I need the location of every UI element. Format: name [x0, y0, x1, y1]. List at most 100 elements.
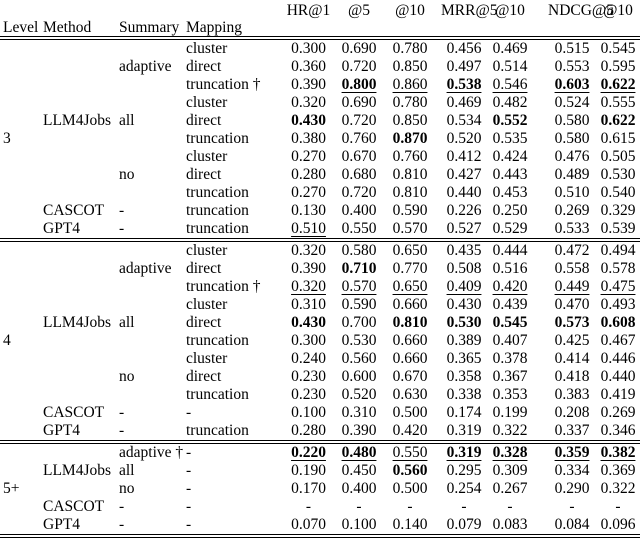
cell-level	[0, 94, 40, 112]
cell-hr-at-10: 0.670	[392, 368, 428, 385]
cell-method: LLM4Jobs	[43, 462, 112, 479]
cell-mrr-at-5: 0.430	[446, 296, 482, 313]
cell-method	[40, 368, 116, 386]
cell-mapping: cluster	[186, 148, 228, 165]
cell-hr-at-5: 0.400	[341, 202, 377, 219]
cell-summary: -	[119, 516, 125, 533]
cell-ndcg-at-10: 0.505	[600, 148, 636, 165]
cell-ndcg-at-5: 0.414	[554, 350, 590, 367]
cell-hr-at-10: 0.630	[392, 386, 428, 403]
header-level: Level	[3, 19, 39, 36]
header-spacer	[116, 2, 183, 19]
header-ndcg-at-10: @10	[603, 2, 633, 19]
cell-hr-at-1: 0.100	[291, 404, 326, 421]
cell-hr-at-5: 0.680	[341, 166, 377, 183]
cell-hr-at-5: 0.550	[341, 220, 377, 237]
cell-hr-at-10: 0.590	[392, 202, 428, 219]
table-row: cluster 0.320 0.690 0.780 0.469 0.482 0.524 0.5…	[0, 94, 640, 112]
header-spacer	[332, 19, 386, 38]
cell-mapping: cluster	[186, 242, 228, 259]
cell-hr-at-10: 0.650	[392, 242, 428, 259]
cell-hr-at-5: 0.480	[341, 444, 377, 461]
cell-ndcg-at-5: 0.290	[554, 480, 590, 497]
table-row: truncation † 0.320 0.570 0.650 0.409 0.420 0.4…	[0, 278, 640, 296]
header-mrr-at-10: @10	[495, 2, 525, 19]
cell-hr-at-10: 0.850	[392, 58, 428, 75]
cell-level	[0, 112, 40, 130]
cell-hr-at-10: 0.660	[392, 350, 428, 367]
cell-mrr-at-10: 0.535	[492, 130, 528, 147]
cell-ndcg-at-10: 0.530	[600, 166, 636, 183]
cell-ndcg-at-5: 0.533	[554, 220, 590, 237]
cell-summary: -	[119, 404, 125, 421]
cell-hr-at-1: 0.220	[291, 444, 326, 461]
cell-method	[40, 184, 116, 202]
cell-hr-at-10: 0.500	[392, 480, 428, 497]
cell-ndcg-at-10: 0.622	[600, 76, 636, 93]
cell-ndcg-at-5: 0.470	[554, 296, 590, 313]
cell-mrr-at-5: -	[461, 498, 467, 515]
cell-ndcg-at-10: 0.382	[600, 444, 636, 461]
table-row: adaptive direct 0.360 0.720 0.850 0.497 0.514 0…	[0, 58, 640, 76]
cell-hr-at-1: -	[305, 498, 312, 515]
cell-hr-at-5: 0.690	[341, 94, 377, 111]
cell-hr-at-5: 0.530	[341, 332, 377, 349]
cell-hr-at-10: 0.420	[392, 422, 428, 439]
cell-mrr-at-10: 0.407	[492, 332, 528, 349]
cell-hr-at-5: 0.690	[341, 40, 377, 57]
cell-hr-at-10: 0.660	[392, 332, 428, 349]
cell-mrr-at-5: 0.497	[446, 58, 482, 75]
cell-mrr-at-5: 0.226	[446, 202, 482, 219]
cell-level	[0, 202, 40, 220]
header-method: Method	[43, 19, 92, 36]
cell-hr-at-1: 0.390	[291, 260, 326, 277]
cell-hr-at-1: 0.510	[291, 220, 326, 237]
cell-mrr-at-10: 0.529	[492, 220, 528, 237]
cell-hr-at-1: 0.320	[291, 278, 326, 295]
cell-method: LLM4Jobs	[43, 314, 112, 331]
header-spacer	[533, 19, 596, 38]
table-row: truncation † 0.390 0.800 0.860 0.538 0.546 0.6…	[0, 76, 640, 94]
cell-mrr-at-5: 0.079	[446, 516, 482, 533]
cell-level	[0, 38, 40, 58]
cell-mrr-at-5: 0.538	[446, 76, 482, 93]
header-spacer	[40, 2, 116, 19]
cell-hr-at-10: 0.560	[392, 462, 428, 479]
cell-ndcg-at-10: 0.369	[600, 462, 636, 479]
cell-level	[0, 462, 40, 480]
cell-mrr-at-10: 0.420	[492, 278, 528, 295]
cell-summary: -	[119, 422, 125, 439]
cell-summary: no	[119, 166, 135, 183]
cell-summary: adaptive	[119, 260, 172, 277]
cell-method: GPT4	[43, 422, 81, 439]
cell-hr-at-10: 0.760	[392, 148, 428, 165]
cell-method	[40, 296, 116, 314]
cell-ndcg-at-5: 0.603	[554, 76, 590, 93]
cell-mapping: truncation †	[186, 278, 261, 295]
table-row: no direct 0.230 0.600 0.670 0.358 0.367 0.418 0.…	[0, 368, 640, 386]
cell-mrr-at-5: 0.534	[446, 112, 482, 129]
cell-ndcg-at-5: 0.515	[554, 40, 590, 57]
header-mapping: Mapping	[186, 19, 242, 36]
cell-hr-at-1: 0.320	[291, 242, 326, 259]
cell-mrr-at-5: 0.254	[446, 480, 482, 497]
cell-mapping: truncation	[186, 386, 249, 403]
cell-ndcg-at-10: 0.440	[600, 368, 636, 385]
cell-ndcg-at-10: 0.096	[600, 516, 636, 533]
cell-hr-at-1: 0.390	[291, 76, 326, 93]
cell-mapping: direct	[186, 314, 222, 331]
cell-mrr-at-10: 0.250	[492, 202, 528, 219]
cell-ndcg-at-10: 0.322	[600, 480, 636, 497]
cell-mrr-at-5: 0.319	[446, 444, 482, 461]
cell-level	[0, 184, 40, 202]
cell-ndcg-at-10: 0.269	[600, 404, 636, 421]
table-row: 3 truncation 0.380 0.760 0.870 0.520 0.535 0.58…	[0, 130, 640, 148]
cell-ndcg-at-10: 0.493	[600, 296, 636, 313]
cell-level	[0, 386, 40, 404]
cell-method: CASCOT	[43, 404, 105, 421]
cell-summary	[116, 38, 183, 58]
cell-mrr-at-10: 0.444	[492, 242, 528, 259]
cell-ndcg-at-5: 0.084	[554, 516, 590, 533]
cell-ndcg-at-5: 0.449	[554, 278, 590, 295]
cell-mrr-at-5: 0.319	[446, 422, 482, 439]
